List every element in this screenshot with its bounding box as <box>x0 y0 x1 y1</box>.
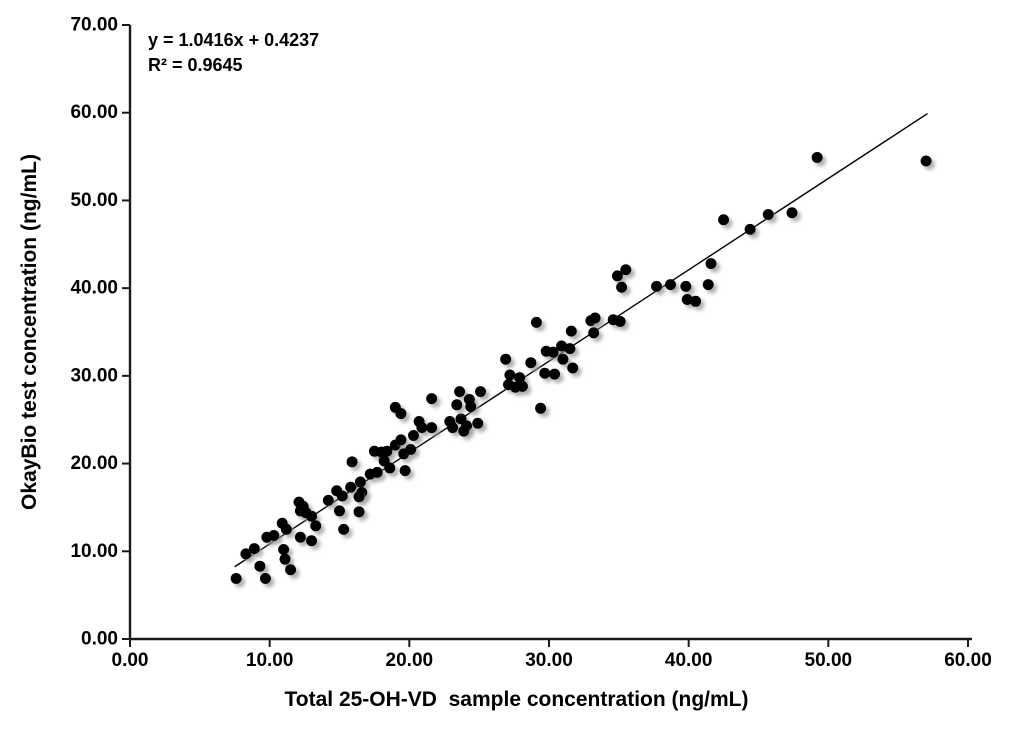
data-point <box>240 548 252 560</box>
x-tick-label: 30.00 <box>525 650 573 671</box>
data-point <box>458 425 470 437</box>
data-point <box>268 529 280 541</box>
data-point <box>525 357 537 369</box>
data-point <box>472 417 484 429</box>
y-tick-label: 70.00 <box>70 15 118 36</box>
data-point <box>294 531 306 543</box>
equation-text: y = 1.0416x + 0.4237 <box>148 30 320 50</box>
data-point <box>500 353 512 365</box>
data-point <box>616 281 628 293</box>
x-tick-label: 60.00 <box>944 650 992 671</box>
data-point <box>681 294 693 306</box>
x-tick-label: 50.00 <box>805 650 853 671</box>
data-point <box>285 564 297 576</box>
data-point <box>306 535 318 547</box>
data-point <box>611 270 623 282</box>
x-tick-label: 20.00 <box>386 650 434 671</box>
data-point <box>381 445 393 457</box>
data-point <box>614 315 626 327</box>
data-point <box>549 368 561 380</box>
data-point <box>665 279 677 291</box>
data-point <box>354 476 366 488</box>
data-point <box>278 544 290 556</box>
data-point <box>336 490 348 502</box>
data-point <box>353 491 365 503</box>
data-point <box>690 295 702 307</box>
data-point <box>705 258 717 270</box>
data-point <box>539 367 551 379</box>
data-point <box>556 340 568 352</box>
data-point <box>310 520 322 532</box>
x-tick-label: 10.00 <box>246 650 294 671</box>
data-point <box>416 422 428 434</box>
data-point <box>408 430 420 442</box>
data-point <box>514 372 526 384</box>
y-tick-label: 30.00 <box>70 365 118 386</box>
data-point <box>465 401 477 413</box>
data-point <box>744 223 756 235</box>
data-point <box>426 422 438 434</box>
data-point <box>786 207 798 219</box>
data-point <box>475 386 487 398</box>
data-point <box>535 402 547 414</box>
data-point <box>345 481 357 493</box>
data-point <box>322 494 334 506</box>
data-point <box>567 362 579 374</box>
data-point <box>454 386 466 398</box>
data-point <box>334 505 345 517</box>
data-point <box>564 343 576 355</box>
y-tick-label: 60.00 <box>70 102 118 123</box>
data-point <box>530 316 542 328</box>
data-point <box>353 506 365 518</box>
data-point <box>230 572 242 584</box>
data-point <box>259 572 271 584</box>
data-point <box>395 434 407 446</box>
data-point <box>702 279 714 291</box>
data-point <box>248 543 260 555</box>
y-tick-label: 40.00 <box>70 278 118 299</box>
data-point <box>557 353 569 365</box>
data-point <box>405 444 417 456</box>
data-point <box>279 553 291 565</box>
data-point <box>447 422 459 434</box>
data-point <box>384 462 396 474</box>
data-point <box>620 264 632 276</box>
data-point <box>588 327 600 339</box>
data-point <box>426 393 438 405</box>
data-point <box>254 560 266 572</box>
data-point <box>811 151 823 163</box>
data-point <box>547 346 559 358</box>
data-point <box>399 465 411 477</box>
data-point <box>504 369 516 381</box>
data-point <box>920 155 932 167</box>
y-axis-title: OkayBio test concentration (ng/mL) <box>18 154 41 510</box>
y-tick-label: 0.00 <box>81 629 118 650</box>
data-point <box>762 208 774 220</box>
y-tick-label: 50.00 <box>70 190 118 211</box>
data-point <box>346 456 358 468</box>
data-point <box>651 280 663 292</box>
data-point <box>371 466 383 478</box>
data-point <box>565 325 577 337</box>
y-tick-label: 10.00 <box>70 541 118 562</box>
data-point <box>395 408 407 420</box>
r-squared-text: R² = 0.9645 <box>148 55 243 75</box>
x-tick-label: 0.00 <box>112 650 149 671</box>
trendline-equation-block: y = 1.0416x + 0.4237 R² = 0.9645 <box>148 28 319 78</box>
data-point <box>589 312 601 324</box>
data-point <box>280 523 292 535</box>
data-point <box>718 214 730 226</box>
data-point <box>516 380 528 392</box>
data-point <box>338 523 350 535</box>
data-point <box>306 510 318 522</box>
data-point <box>451 399 463 411</box>
x-axis-title: Total 25-OH-VD sample concentration (ng/… <box>284 688 749 711</box>
data-point <box>680 280 692 292</box>
x-tick-label: 40.00 <box>665 650 713 671</box>
y-tick-label: 20.00 <box>70 453 118 474</box>
